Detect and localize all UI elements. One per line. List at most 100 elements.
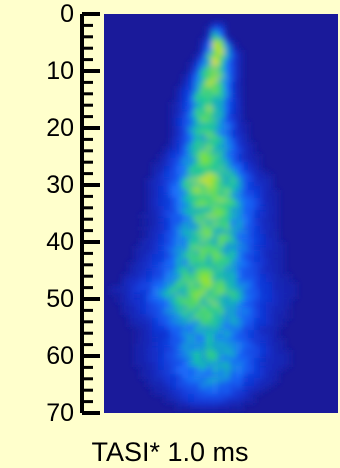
heatmap-cell — [254, 242, 261, 247]
heatmap-cell — [272, 306, 279, 311]
heatmap-cell — [212, 202, 219, 207]
heatmap-cell — [218, 334, 225, 339]
heatmap-cell — [158, 306, 165, 311]
heatmap-cell — [218, 366, 225, 371]
heatmap-cell — [242, 230, 249, 235]
heatmap-cell — [236, 130, 243, 135]
heatmap-cell — [272, 254, 279, 259]
heatmap-cell — [152, 382, 159, 387]
heatmap-cell — [218, 322, 225, 327]
heatmap-cell — [224, 302, 231, 307]
heatmap-cell — [200, 282, 207, 287]
heatmap-cell — [242, 166, 249, 171]
heatmap-cell — [170, 278, 177, 283]
heatmap-cell — [242, 206, 249, 211]
heatmap-cell — [134, 326, 141, 331]
heatmap-cell — [218, 386, 225, 391]
heatmap-cell — [182, 110, 189, 115]
heatmap-cell — [236, 402, 243, 407]
heatmap-cell — [158, 250, 165, 255]
heatmap-cell — [206, 386, 213, 391]
heatmap-cell — [194, 74, 201, 79]
heatmap-cell — [218, 186, 225, 191]
heatmap-cell — [152, 322, 159, 327]
heatmap-cell — [242, 330, 249, 335]
heatmap-cell — [260, 310, 267, 315]
heatmap-cell — [242, 262, 249, 267]
heatmap-cell — [200, 74, 207, 79]
heatmap-cell — [146, 218, 153, 223]
heatmap-cell — [170, 366, 177, 371]
heatmap-cell — [230, 262, 237, 267]
heatmap-cell — [140, 290, 147, 295]
heatmap-cell — [170, 206, 177, 211]
heatmap-cell — [212, 190, 219, 195]
heatmap-cell — [212, 226, 219, 231]
heatmap-cell — [212, 290, 219, 295]
heatmap-cell — [254, 314, 261, 319]
heatmap-cell — [218, 362, 225, 367]
heatmap-cell — [218, 294, 225, 299]
heatmap-cell — [248, 278, 255, 283]
heatmap-cell — [230, 70, 237, 75]
heatmap-cell — [260, 318, 267, 323]
heatmap-cell — [176, 354, 183, 359]
heatmap-cell — [224, 114, 231, 119]
heatmap-cell — [230, 306, 237, 311]
heatmap-cell — [266, 190, 273, 195]
heatmap-cell — [200, 342, 207, 347]
heatmap-cell — [206, 246, 213, 251]
heatmap-cell — [164, 378, 171, 383]
heatmap-cell — [164, 254, 171, 259]
heatmap-cell — [122, 302, 129, 307]
heatmap-cell — [194, 62, 201, 67]
heatmap-cell — [206, 182, 213, 187]
heatmap-cell — [182, 202, 189, 207]
heatmap-cell — [194, 378, 201, 383]
heatmap-cell — [230, 46, 237, 51]
heatmap-cell — [206, 310, 213, 315]
heatmap-cell — [212, 22, 219, 27]
y-tick-label: 70 — [46, 399, 74, 427]
heatmap-cell — [194, 110, 201, 115]
heatmap-cell — [236, 50, 243, 55]
heatmap-cell — [206, 166, 213, 171]
heatmap-cell — [212, 38, 219, 43]
heatmap-cell — [236, 218, 243, 223]
heatmap-cell — [200, 226, 207, 231]
heatmap-cell — [236, 210, 243, 215]
heatmap-cell — [176, 138, 183, 143]
heatmap-cell — [248, 266, 255, 271]
heatmap-cell — [212, 114, 219, 119]
heatmap-cell — [212, 74, 219, 79]
heatmap-cell — [254, 206, 261, 211]
heatmap-cell — [236, 118, 243, 123]
heatmap-cell — [158, 206, 165, 211]
heatmap-cell — [152, 210, 159, 215]
heatmap-cell — [176, 194, 183, 199]
heatmap-cell — [218, 274, 225, 279]
heatmap-cell — [272, 286, 279, 291]
heatmap-cell — [254, 306, 261, 311]
heatmap-cell — [146, 178, 153, 183]
heatmap-cell — [254, 194, 261, 199]
heatmap-cell — [236, 254, 243, 259]
heatmap-cell — [206, 150, 213, 155]
heatmap-cell — [242, 258, 249, 263]
heatmap-cell — [194, 282, 201, 287]
heatmap-cell — [260, 218, 267, 223]
heatmap-cell — [218, 254, 225, 259]
heatmap-cell — [260, 250, 267, 255]
heatmap-cell — [248, 190, 255, 195]
heatmap-cell — [146, 190, 153, 195]
heatmap-cell — [200, 346, 207, 351]
heatmap-cell — [242, 142, 249, 147]
heatmap-cell — [164, 330, 171, 335]
heatmap-cell — [272, 238, 279, 243]
heatmap-cell — [236, 258, 243, 263]
heatmap-cell — [200, 102, 207, 107]
heatmap-cell — [182, 242, 189, 247]
heatmap-cell — [248, 326, 255, 331]
heatmap-cell — [176, 102, 183, 107]
heatmap-cell — [260, 190, 267, 195]
